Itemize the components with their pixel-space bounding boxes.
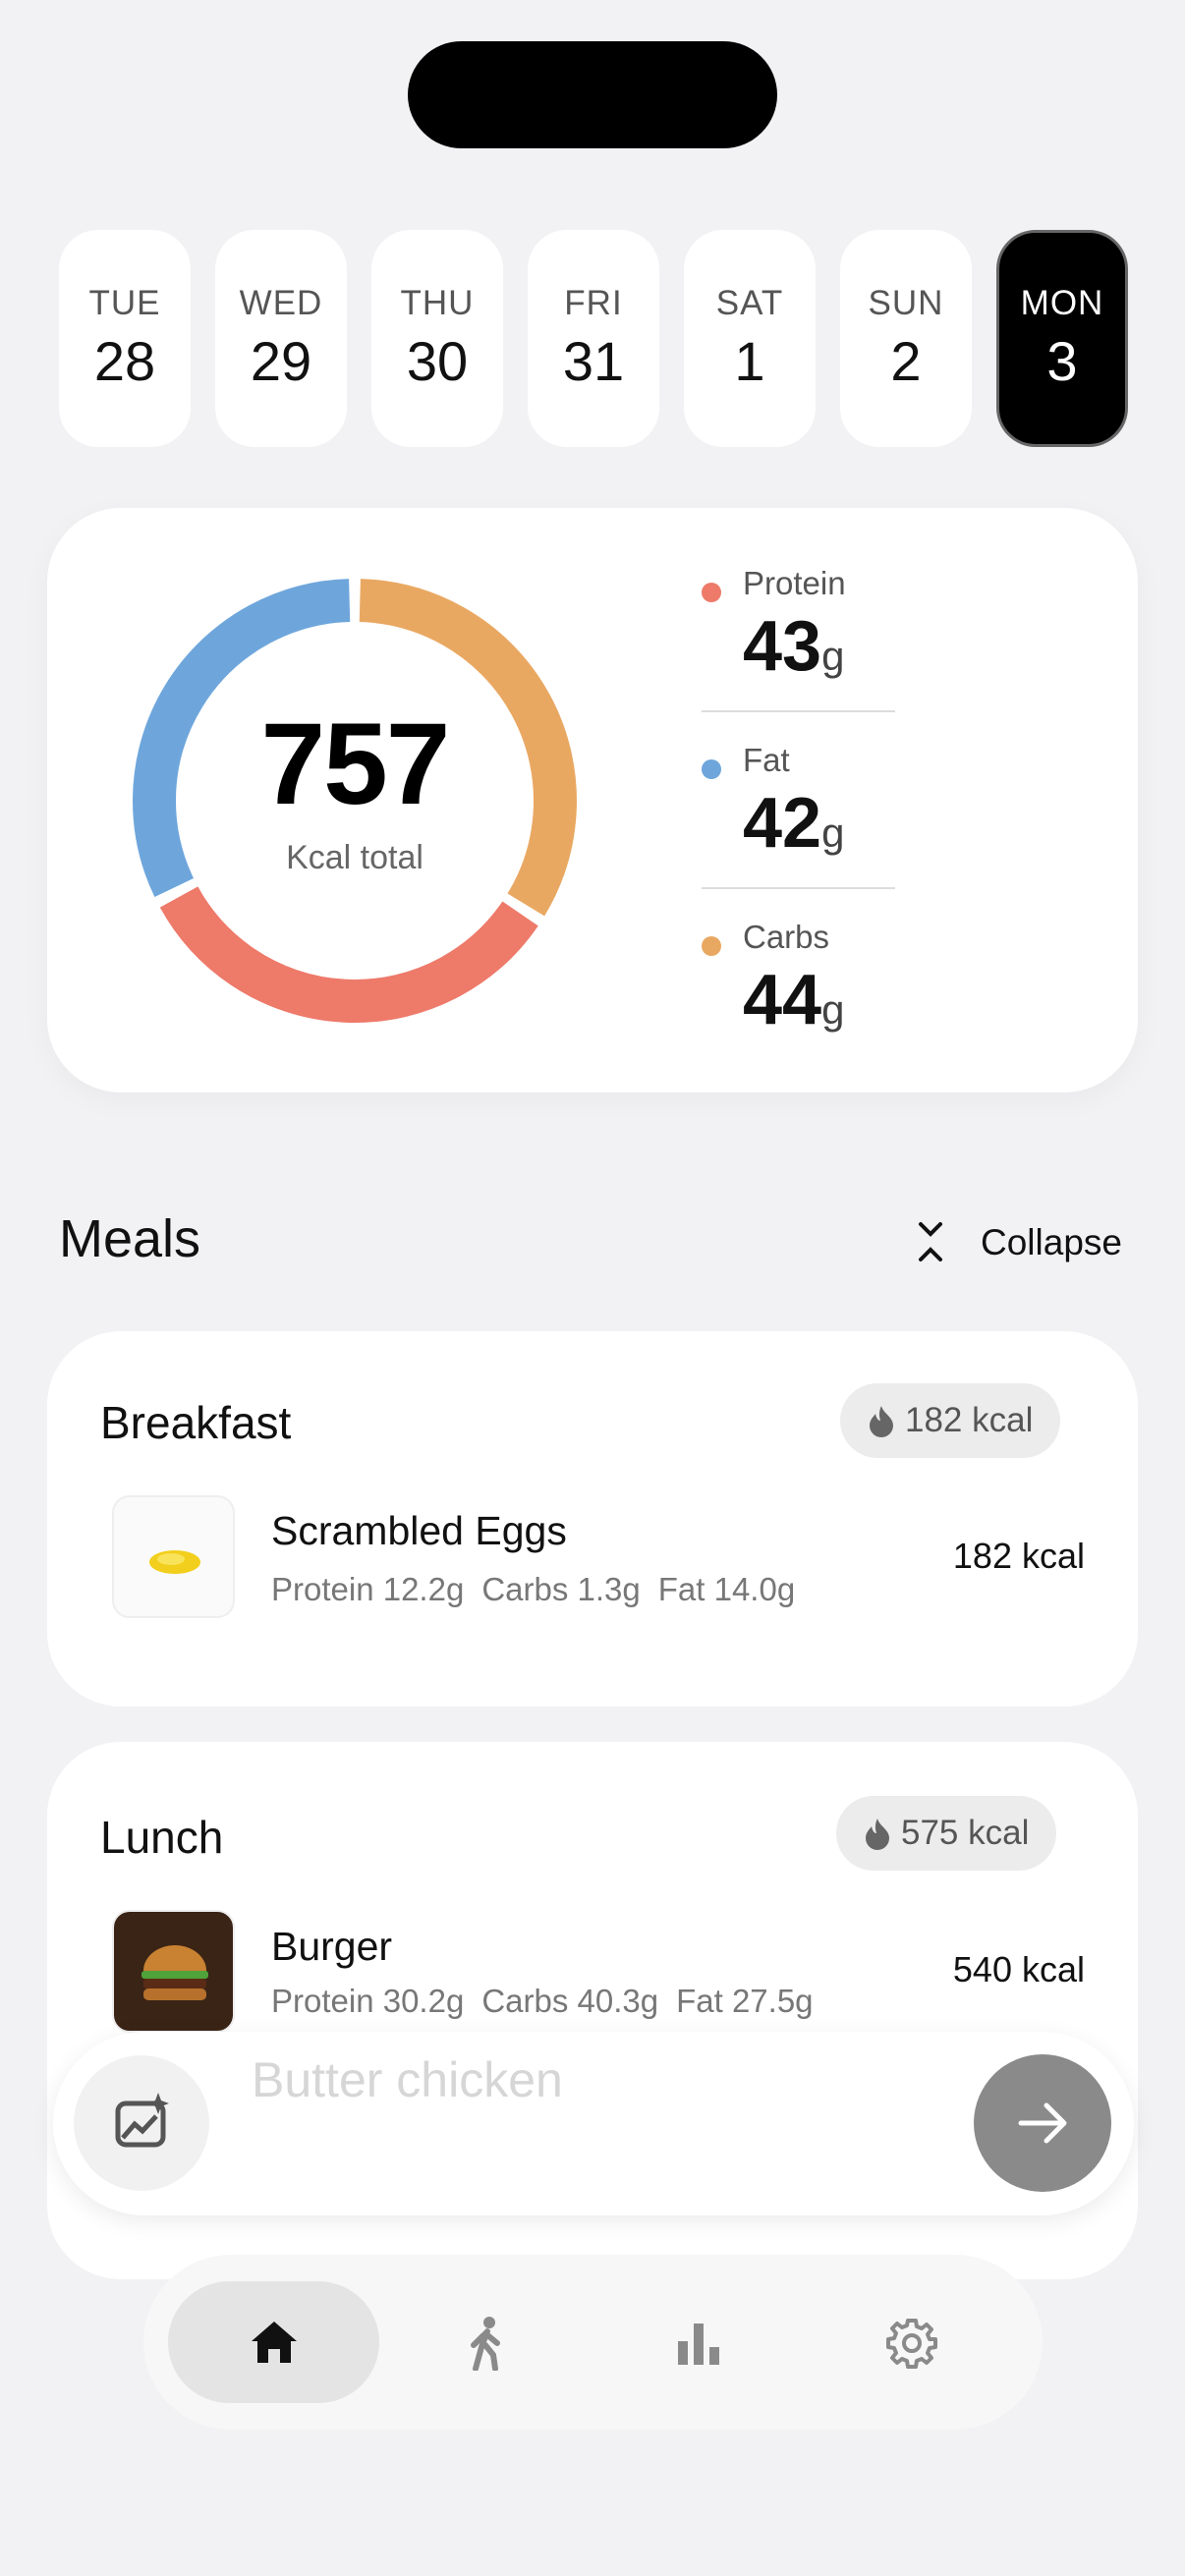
separator xyxy=(702,710,895,712)
input-placeholder: Butter chicken xyxy=(252,2052,563,2107)
weekday: SAT xyxy=(715,284,784,322)
section-title: Meals xyxy=(59,1209,201,1268)
day-card[interactable]: WED 29 xyxy=(215,230,347,447)
food-macros: Protein 12.2g Carbs 1.3g Fat 14.0g xyxy=(271,1571,813,1608)
protein: Protein 30.2g xyxy=(271,1983,465,2019)
food-name: Burger xyxy=(271,1924,393,1969)
weekday: TUE xyxy=(88,284,161,322)
food-input[interactable]: Butter chicken xyxy=(53,2032,1134,2215)
egg-image xyxy=(149,1550,200,1574)
food-macros: Protein 30.2g Carbs 40.3g Fat 27.5g xyxy=(271,1983,831,2020)
tab-bar xyxy=(143,2255,1043,2430)
summary-card: 757 Kcal total Protein 43g Fat 42g Carbs 44… xyxy=(47,508,1138,1092)
food-kcal: 540 kcal xyxy=(952,1949,1085,1989)
legend-value: 42g xyxy=(743,783,844,864)
carbs: Carbs 1.3g xyxy=(481,1571,641,1607)
date: 3 xyxy=(1046,330,1078,392)
weekday: FRI xyxy=(564,284,623,322)
value: 42 xyxy=(743,784,822,863)
meal-card: Breakfast 182 kcal Scrambled Eggs Protei… xyxy=(47,1331,1138,1707)
food-name: Scrambled Eggs xyxy=(271,1508,567,1553)
unit: g xyxy=(821,986,845,1033)
flame-icon xyxy=(870,1406,893,1437)
collapse-icon[interactable] xyxy=(914,1220,947,1263)
day-card[interactable]: THU 30 xyxy=(371,230,503,447)
donut-segment xyxy=(359,579,577,917)
photo-button[interactable] xyxy=(74,2055,209,2191)
weekday: THU xyxy=(400,284,475,322)
kcal-pill: 575 kcal xyxy=(836,1796,1057,1871)
flame-icon xyxy=(866,1819,889,1850)
legend-dot xyxy=(702,759,721,779)
activity-tab[interactable] xyxy=(462,2316,511,2371)
stats-tab[interactable] xyxy=(674,2318,723,2367)
kcal: 575 kcal xyxy=(901,1814,1030,1852)
legend-name: Fat xyxy=(743,742,790,778)
kcal-total: 757 xyxy=(261,700,449,829)
legend-dot xyxy=(702,936,721,956)
legend-name: Protein xyxy=(743,565,846,601)
legend-dot xyxy=(702,583,721,602)
kcal: 182 kcal xyxy=(905,1401,1034,1439)
home-tab[interactable] xyxy=(250,2318,299,2367)
protein: Protein 12.2g xyxy=(271,1571,465,1607)
fat: Fat 27.5g xyxy=(676,1983,814,2019)
date: 29 xyxy=(250,330,312,392)
weekday: WED xyxy=(239,284,323,322)
weekday: SUN xyxy=(868,284,944,322)
food-image xyxy=(112,1495,235,1618)
day-card[interactable]: FRI 31 xyxy=(528,230,659,447)
date: 28 xyxy=(93,330,156,392)
dynamic-island xyxy=(408,41,777,148)
kcal-pill: 182 kcal xyxy=(840,1383,1061,1458)
collapse-button[interactable]: Collapse xyxy=(981,1222,1122,1262)
burger-image xyxy=(141,1945,208,2000)
settings-tab[interactable] xyxy=(886,2318,937,2369)
send-button[interactable] xyxy=(974,2054,1111,2192)
day-card[interactable]: SUN 2 xyxy=(840,230,972,447)
food-kcal: 182 kcal xyxy=(952,1536,1085,1576)
kcal-label: Kcal total xyxy=(286,839,423,876)
day-card[interactable]: TUE 28 xyxy=(59,230,191,447)
value: 43 xyxy=(743,607,822,686)
fat: Fat 14.0g xyxy=(657,1571,796,1607)
legend-value: 44g xyxy=(743,960,844,1040)
weekday: MON xyxy=(1020,284,1104,322)
donut-segment xyxy=(133,579,351,898)
legend-name: Carbs xyxy=(743,919,830,955)
separator xyxy=(702,887,895,889)
donut-segment xyxy=(159,886,538,1023)
date: 1 xyxy=(734,330,765,392)
meal-name: Lunch xyxy=(100,1812,224,1863)
unit: g xyxy=(821,633,845,679)
date: 31 xyxy=(562,330,625,392)
date: 2 xyxy=(890,330,922,392)
carbs: Carbs 40.3g xyxy=(481,1983,659,2019)
day-card[interactable]: SAT 1 xyxy=(684,230,816,447)
food-image xyxy=(112,1910,235,2033)
day-selector: TUE 28 WED 29 THU 30 FRI 31 SAT 1 SUN 2 MON 3 xyxy=(47,230,1138,447)
macro-donut: 757 Kcal total xyxy=(133,579,577,1023)
value: 44 xyxy=(743,961,822,1039)
legend-value: 43g xyxy=(743,606,844,687)
date: 30 xyxy=(406,330,469,392)
day-card-selected[interactable]: MON 3 xyxy=(996,230,1128,447)
unit: g xyxy=(821,810,845,856)
meal-name: Breakfast xyxy=(100,1397,292,1448)
